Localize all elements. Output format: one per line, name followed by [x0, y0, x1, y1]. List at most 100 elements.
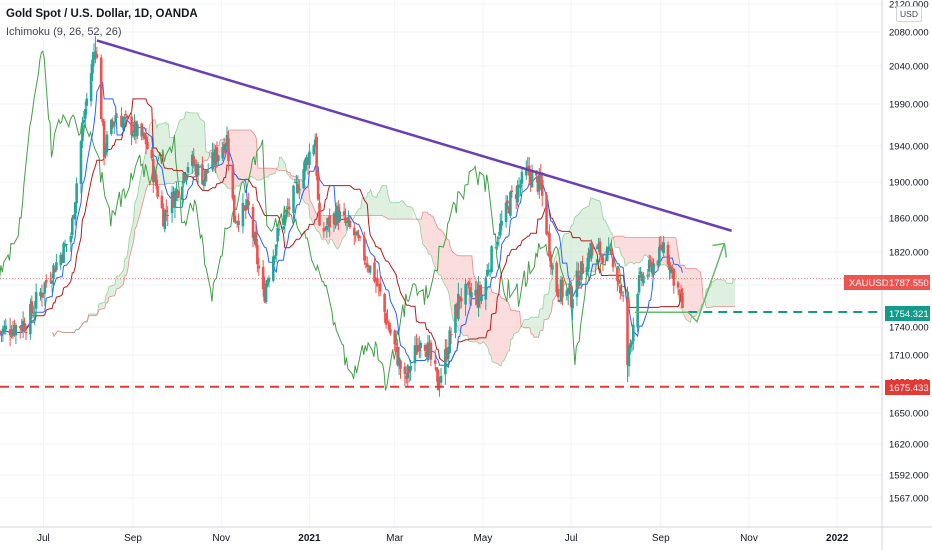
candle-body: [457, 293, 460, 320]
candle-body: [30, 301, 34, 314]
candle-body: [579, 261, 583, 280]
candle-body: [75, 183, 78, 204]
projection-arrowhead: [712, 242, 728, 258]
candle-body: [608, 248, 612, 251]
candle-body: [185, 174, 188, 181]
candle: [318, 193, 321, 227]
candle: [389, 322, 392, 336]
candle: [261, 260, 265, 297]
candle-body: [587, 252, 590, 270]
candle-body: [134, 121, 138, 137]
candle: [273, 254, 277, 265]
candle-body: [377, 284, 381, 286]
candle: [337, 200, 340, 231]
candle-body: [590, 243, 593, 259]
candle: [516, 180, 519, 207]
candle-body: [70, 217, 74, 236]
chart-title[interactable]: Gold Spot / U.S. Dollar, 1D, OANDA: [6, 8, 198, 20]
candle: [293, 178, 297, 183]
candle: [449, 327, 453, 345]
candle: [458, 296, 462, 310]
candle-body: [605, 248, 609, 262]
candle-body: [555, 262, 558, 293]
candle: [183, 173, 187, 183]
candle: [676, 280, 680, 296]
candle: [62, 241, 65, 264]
candle-body: [214, 149, 217, 165]
currency-button[interactable]: USD: [896, 6, 922, 22]
candle: [556, 284, 560, 303]
candle: [591, 243, 595, 256]
cloud-bullish: [276, 157, 286, 171]
candle-body: [141, 132, 145, 135]
candle: [31, 305, 35, 318]
candle-body: [94, 51, 97, 54]
candle: [73, 201, 77, 226]
candle: [470, 283, 473, 306]
candle: [530, 164, 534, 188]
candle: [506, 195, 509, 210]
candle-body: [506, 200, 509, 204]
indicator-label[interactable]: Ichimoku (9, 26, 52, 26): [6, 26, 122, 38]
projection-path: [634, 243, 726, 324]
candle-body: [313, 139, 317, 148]
candle: [436, 368, 440, 391]
candle-body: [429, 342, 433, 360]
candle-body: [277, 228, 281, 231]
candle: [617, 275, 621, 287]
candle-body: [659, 244, 663, 248]
candle: [224, 142, 227, 158]
candle: [678, 289, 681, 301]
candle: [115, 112, 119, 118]
time-tick-label: 2021: [298, 533, 321, 544]
candle: [666, 241, 670, 267]
candlesticks: [0, 36, 684, 397]
candle-body: [263, 286, 266, 302]
candle: [160, 190, 164, 210]
candle-body: [176, 190, 180, 199]
candle: [378, 274, 382, 296]
candle: [608, 244, 612, 254]
candle: [237, 213, 240, 233]
candle: [632, 317, 635, 351]
candle: [65, 243, 68, 253]
candle-body: [679, 291, 683, 293]
candle-body: [647, 259, 651, 272]
price-tick-label: 1900.000: [889, 178, 929, 189]
candle: [124, 110, 128, 125]
candle: [287, 198, 291, 218]
price-tick-label: 1710.000: [889, 351, 929, 362]
candle: [668, 254, 671, 280]
candle-body: [358, 236, 362, 238]
candle-body: [666, 244, 670, 265]
candle: [295, 174, 298, 194]
candle: [215, 141, 219, 169]
candle-body: [287, 206, 291, 210]
candle-body: [324, 228, 327, 230]
candle-body: [23, 323, 26, 332]
candle-body: [110, 119, 113, 135]
candle: [69, 232, 73, 252]
candle-body: [326, 218, 330, 225]
candle-body: [342, 211, 346, 216]
candle: [130, 110, 133, 146]
candle-body: [284, 209, 288, 213]
candle-body: [73, 202, 77, 220]
candle-body: [406, 365, 410, 378]
candle: [302, 161, 305, 190]
time-tick-label: Sep: [124, 533, 142, 544]
candle-body: [621, 295, 625, 297]
candle: [221, 141, 224, 162]
candle-body: [549, 254, 553, 268]
candle-body: [468, 287, 472, 296]
candle: [435, 366, 438, 382]
candle-body: [539, 173, 543, 184]
time-tick-label: Nov: [212, 533, 230, 544]
candle-body: [396, 346, 399, 366]
candle: [498, 213, 502, 238]
candle-body: [519, 184, 522, 188]
candle: [63, 239, 67, 248]
candle: [312, 144, 316, 157]
